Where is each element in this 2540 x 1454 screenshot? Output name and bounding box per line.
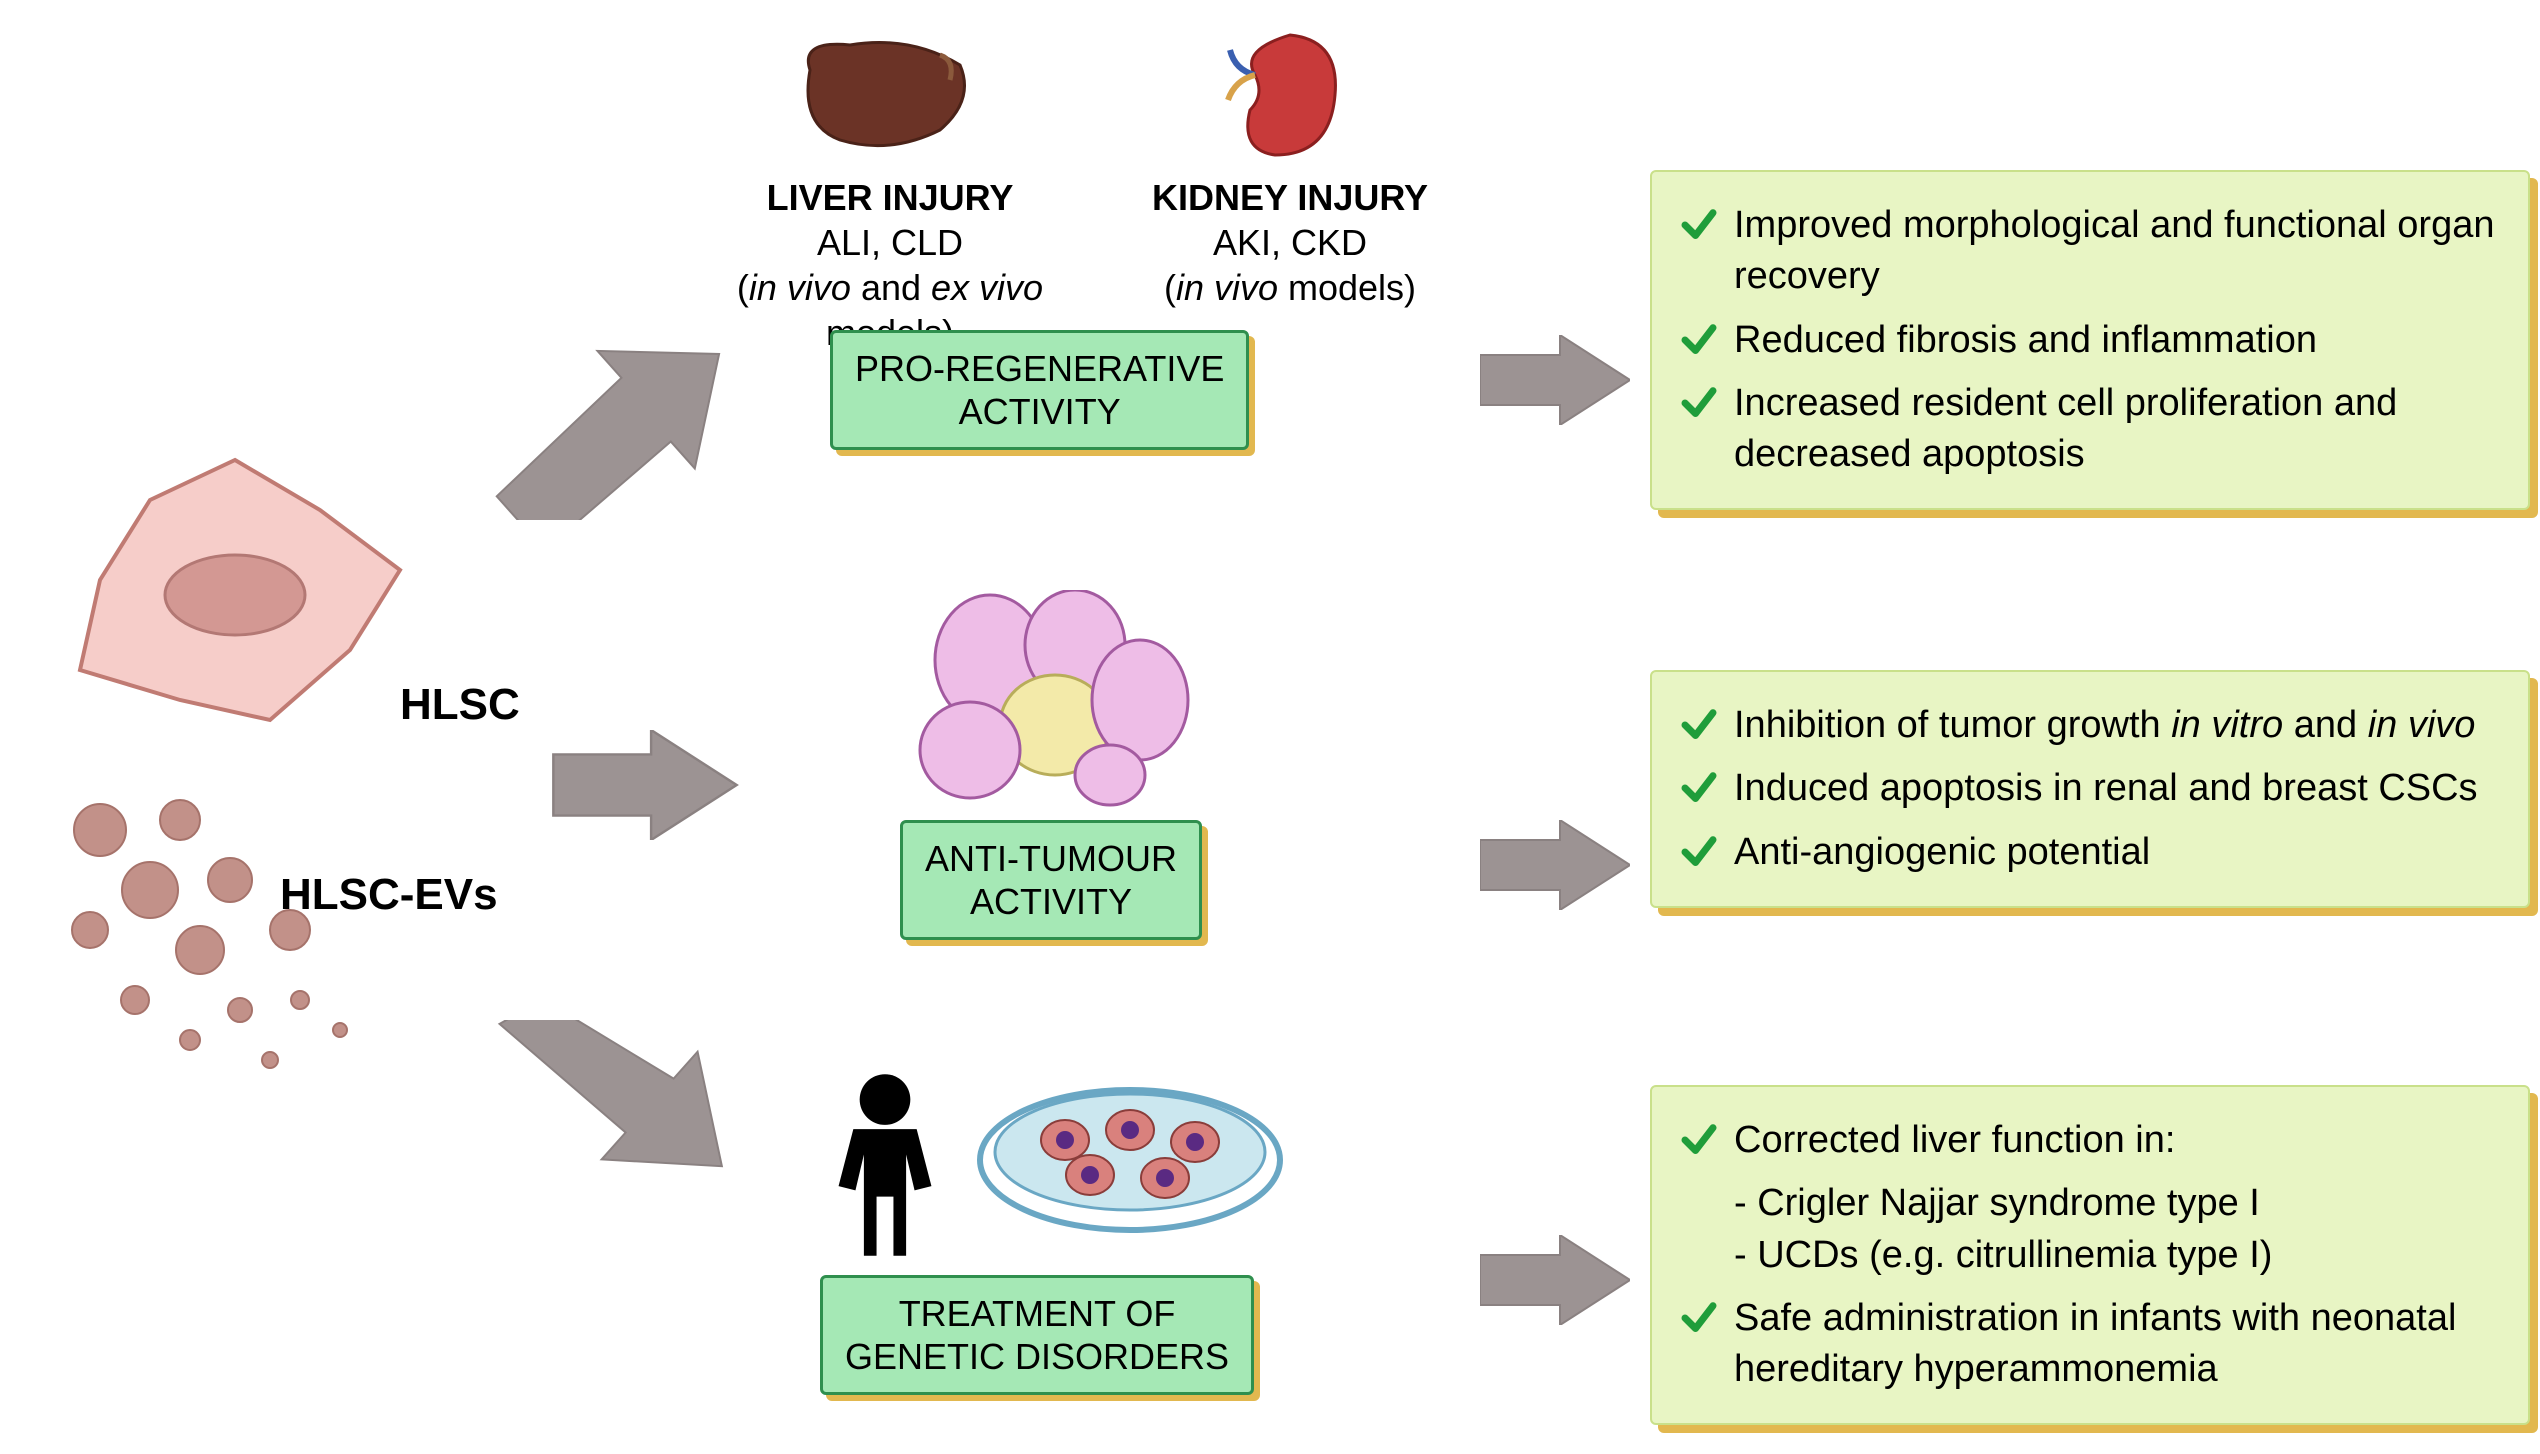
check-icon [1678,767,1720,809]
liver-injury-title: LIVER INJURY [700,175,1080,220]
anti-tumour-box: ANTI-TUMOUR ACTIVITY [900,820,1202,940]
petri-dish-illustration [970,1060,1290,1250]
arrow-to-bot [480,1020,740,1220]
liver-injury-header: LIVER INJURY ALI, CLD (in vivo and ex vi… [700,175,1080,355]
tumor-cells-illustration [900,590,1200,810]
hlsc-cell-illustration [60,450,410,730]
hlsc-label: HLSC [400,680,520,730]
outcome-item: Inhibition of tumor growth in vitro and … [1678,700,2498,751]
outcome-text: Reduced fibrosis and inflammation [1734,315,2317,366]
pro-regenerative-box: PRO-REGENERATIVE ACTIVITY [830,330,1249,450]
arrow-bot-outcome [1480,1235,1630,1325]
check-icon [1678,1119,1720,1161]
outcome-subitem: - UCDs (e.g. citrullinemia type I) [1678,1230,2498,1281]
kidney-injury-title: KIDNEY INJURY [1120,175,1460,220]
kidney-injury-models: (in vivo models) [1120,265,1460,310]
arrow-to-mid [550,730,740,840]
check-icon [1678,319,1720,361]
liver-icon [790,30,980,160]
mid-outcome-box: Inhibition of tumor growth in vitro and … [1650,670,2530,908]
outcome-text: Inhibition of tumor growth in vitro and … [1734,700,2475,751]
kidney-injury-header: KIDNEY INJURY AKI, CKD (in vivo models) [1120,175,1460,310]
outcome-item: Reduced fibrosis and inflammation [1678,315,2498,366]
outcome-subitem: - Crigler Najjar syndrome type I [1678,1178,2498,1229]
arrow-mid-outcome [1480,820,1630,910]
check-icon [1678,1297,1720,1339]
bot-outcome-box: Corrected liver function in: - Crigler N… [1650,1085,2530,1425]
outcome-item: Increased resident cell proliferation an… [1678,378,2498,481]
outcome-text: Safe administration in infants with neon… [1734,1293,2498,1396]
check-icon [1678,831,1720,873]
kidney-injury-sub: AKI, CKD [1120,220,1460,265]
genetic-disorders-box: TREATMENT OF GENETIC DISORDERS [820,1275,1254,1395]
outcome-text: Improved morphological and functional or… [1734,200,2498,303]
kidney-icon [1200,20,1350,170]
outcome-item: Safe administration in infants with neon… [1678,1293,2498,1396]
outcome-text: Induced apoptosis in renal and breast CS… [1734,763,2478,814]
check-icon [1678,204,1720,246]
outcome-text: Increased resident cell proliferation an… [1734,378,2498,481]
check-icon [1678,382,1720,424]
outcome-item: Induced apoptosis in renal and breast CS… [1678,763,2498,814]
outcome-item: Improved morphological and functional or… [1678,200,2498,303]
outcome-text: Anti-angiogenic potential [1734,827,2150,878]
top-outcome-box: Improved morphological and functional or… [1650,170,2530,510]
outcome-item: Anti-angiogenic potential [1678,827,2498,878]
arrow-top-outcome [1480,335,1630,425]
ev-vesicles [40,780,460,1100]
outcome-text: Corrected liver function in: [1734,1115,2175,1166]
outcome-item: Corrected liver function in: [1678,1115,2498,1166]
person-icon [820,1070,950,1260]
liver-injury-sub: ALI, CLD [700,220,1080,265]
check-icon [1678,704,1720,746]
arrow-to-top [480,320,740,520]
